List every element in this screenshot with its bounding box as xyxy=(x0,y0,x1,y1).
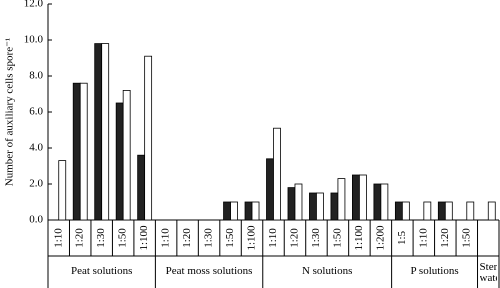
group-label-box: Sterile water xyxy=(479,262,497,284)
bar xyxy=(137,154,146,221)
x-tick-label: 1:30 xyxy=(203,228,215,248)
x-tick-label: 1:20 xyxy=(289,228,301,248)
x-tick-label: 1:50 xyxy=(331,228,343,248)
group-label-box: P solutions xyxy=(410,265,459,277)
x-tick-label: 1:10 xyxy=(267,228,279,248)
bar xyxy=(330,192,339,221)
bar xyxy=(58,160,67,221)
x-tick-label: 1:100 xyxy=(246,225,258,251)
x-tick-label: 1:30 xyxy=(95,228,107,248)
bar xyxy=(359,174,367,221)
bar xyxy=(101,43,110,221)
bar xyxy=(244,201,253,221)
y-tick-label: 12.0 xyxy=(24,0,44,10)
bar xyxy=(444,201,453,221)
bar xyxy=(230,201,238,221)
bar xyxy=(423,201,432,221)
bar xyxy=(394,201,403,221)
bar xyxy=(487,201,496,221)
bar xyxy=(380,183,389,221)
bar xyxy=(373,183,382,221)
bar xyxy=(115,102,124,221)
group-label-box: Peat solutions xyxy=(70,265,133,277)
bar xyxy=(223,201,231,221)
x-tick-label: 1:50 xyxy=(460,228,472,248)
bar xyxy=(309,192,317,221)
x-tick-label: 1:10 xyxy=(160,228,172,248)
x-tick-label: 1:20 xyxy=(74,228,86,248)
group-label: P solutions xyxy=(410,265,459,277)
x-tick-label: 1:10 xyxy=(52,228,64,248)
x-tick-label: 1:20 xyxy=(181,228,193,248)
bar xyxy=(94,43,103,221)
y-axis-title: Number of auxiliary cells spore⁻¹ xyxy=(4,38,16,186)
x-tick-label: 1:100 xyxy=(138,225,150,251)
bar xyxy=(401,201,410,221)
group-label-box: N solutions xyxy=(301,265,353,277)
bar xyxy=(466,201,475,221)
bar xyxy=(72,82,81,221)
x-tick-label: 1:100 xyxy=(353,225,365,251)
group-label: Peat moss solutions xyxy=(165,265,253,277)
y-tick-label: 4.0 xyxy=(29,142,43,154)
group-label-box: Peat moss solutions xyxy=(165,265,253,277)
bar xyxy=(79,82,88,221)
bar xyxy=(294,183,303,221)
y-tick-label: 2.0 xyxy=(29,178,43,190)
bar xyxy=(287,187,296,221)
x-tick-label: 1:50 xyxy=(117,228,129,248)
bar xyxy=(437,201,446,221)
bar xyxy=(266,158,274,221)
bar xyxy=(251,201,260,221)
bar xyxy=(122,90,131,221)
y-tick-label: 8.0 xyxy=(29,70,43,82)
x-tick-label: 1:20 xyxy=(439,228,451,248)
y-tick-label: 0.0 xyxy=(29,214,43,226)
y-tick-label: 10.0 xyxy=(24,34,44,46)
bar xyxy=(316,192,324,221)
y-tick-label: 6.0 xyxy=(29,106,43,118)
x-tick-label: 1:5 xyxy=(396,230,408,245)
group-label: Sterile water xyxy=(479,262,497,284)
x-tick-label: 1:200 xyxy=(374,225,386,251)
group-label: N solutions xyxy=(301,265,353,277)
group-label: Peat solutions xyxy=(70,265,133,277)
x-tick-label: 1:30 xyxy=(310,228,322,248)
bar xyxy=(352,174,360,221)
bar xyxy=(144,55,153,221)
x-tick-label: 1:50 xyxy=(224,228,236,248)
bar xyxy=(273,127,281,221)
x-tick-label: 1:10 xyxy=(417,228,429,248)
bar xyxy=(337,178,346,221)
